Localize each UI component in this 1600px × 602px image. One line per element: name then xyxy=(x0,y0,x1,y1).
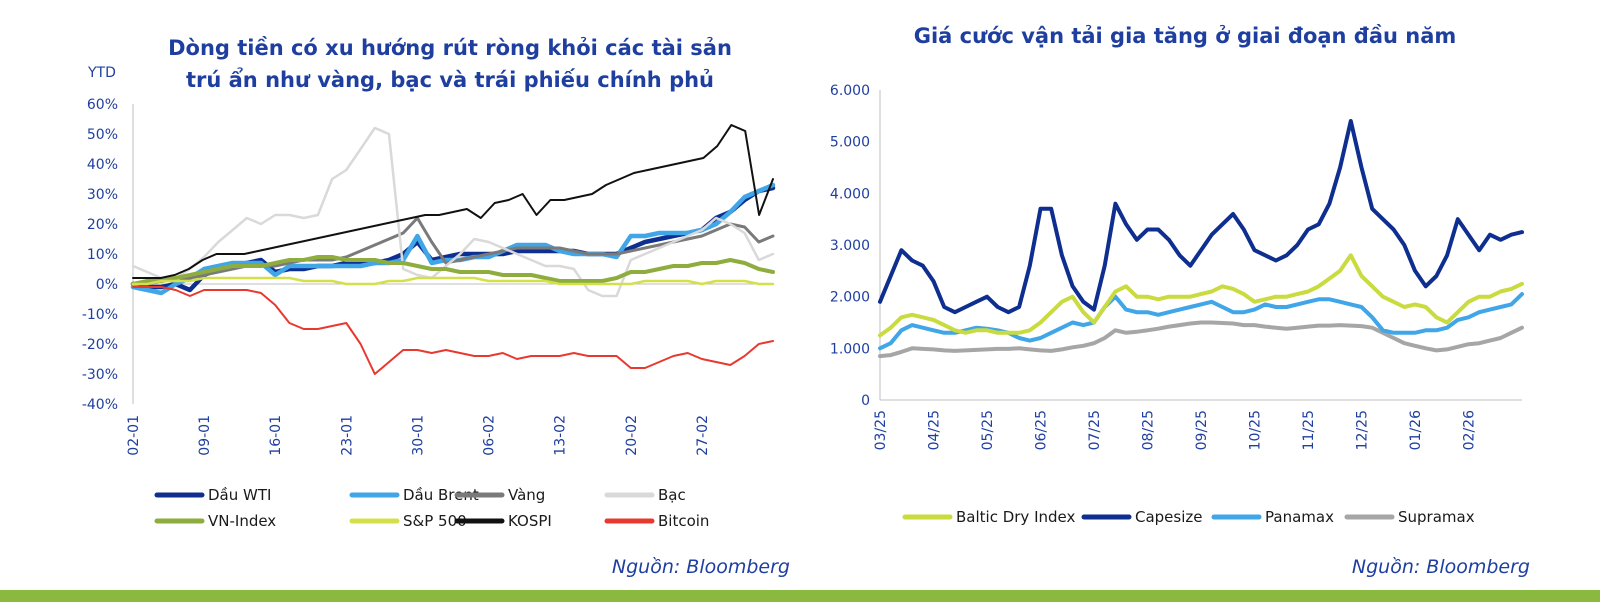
legend-label: Vàng xyxy=(508,486,545,504)
chart-title: Dòng tiền có xu hướng rút ròng khỏi các … xyxy=(168,36,732,60)
x-tick-label: 16-01 xyxy=(268,415,284,456)
x-tick-label: 04/25 xyxy=(927,410,943,450)
x-tick-label: 27-02 xyxy=(695,415,711,456)
legend-label: Baltic Dry Index xyxy=(956,508,1075,526)
x-tick-label: 06-02 xyxy=(482,415,498,456)
chart-title: Giá cước vận tải gia tăng ở giai đoạn đầ… xyxy=(914,24,1457,48)
series-line-kospi xyxy=(132,124,774,279)
x-tick-label: 02/26 xyxy=(1462,410,1478,450)
x-tick-label: 23-01 xyxy=(339,415,355,456)
x-tick-label: 01/26 xyxy=(1408,410,1424,450)
series-line-supramax xyxy=(878,320,1524,359)
y-tick-label: -30% xyxy=(82,367,118,383)
y-tick-label: 5.000 xyxy=(830,135,870,151)
y-tick-label: 50% xyxy=(87,127,118,143)
x-tick-label: 05/25 xyxy=(980,410,996,450)
y-tick-label: -10% xyxy=(82,307,118,323)
source-note: Nguồn: Bloomberg xyxy=(612,556,790,578)
legend-label: Supramax xyxy=(1398,508,1475,526)
y-tick-label: 4.000 xyxy=(830,186,870,202)
x-tick-label: 02-01 xyxy=(126,415,142,456)
legend-label: Panamax xyxy=(1265,508,1334,526)
x-tick-label: 20-02 xyxy=(624,415,640,456)
series-line-b-c xyxy=(131,126,775,298)
legend-label: VN-Index xyxy=(208,512,276,530)
chart-title: trú ẩn như vàng, bạc và trái phiếu chính… xyxy=(186,67,714,92)
legend-label: Dầu WTI xyxy=(208,486,271,504)
legend-label: Dầu Brent xyxy=(403,486,479,504)
y-tick-label: -40% xyxy=(82,397,118,413)
series-line-v-ng xyxy=(131,216,775,286)
x-tick-label: 12/25 xyxy=(1355,410,1371,450)
x-tick-label: 11/25 xyxy=(1301,410,1317,450)
y-tick-label: 40% xyxy=(87,157,118,173)
x-tick-label: 10/25 xyxy=(1248,410,1264,450)
x-tick-label: 07/25 xyxy=(1087,410,1103,450)
y-tick-label: 30% xyxy=(87,187,118,203)
series-line-d-u-wti xyxy=(130,185,776,293)
footer-bar xyxy=(0,590,1600,602)
y-tick-label: 10% xyxy=(87,247,118,263)
y-tick-label: 20% xyxy=(87,217,118,233)
y-tick-label: -20% xyxy=(82,337,118,353)
y-tick-label: 2.000 xyxy=(830,290,870,306)
series-line-bitcoin xyxy=(132,286,774,375)
source-note: Nguồn: Bloomberg xyxy=(1352,556,1530,578)
series-line-s-p-500 xyxy=(131,276,775,286)
y-tick-label: 1.000 xyxy=(830,341,870,357)
y-tick-label: 60% xyxy=(87,97,118,113)
y-tick-label: 6.000 xyxy=(830,83,870,99)
x-tick-label: 06/25 xyxy=(1034,410,1050,450)
legend-label: Bạc xyxy=(658,486,686,504)
x-tick-label: 08/25 xyxy=(1141,410,1157,450)
legend-label: S&P 500 xyxy=(403,512,467,530)
chart-1: Dòng tiền có xu hướng rút ròng khỏi các … xyxy=(82,36,790,578)
y-tick-label: 0% xyxy=(96,277,118,293)
x-tick-label: 30-01 xyxy=(410,415,426,456)
x-tick-label: 03/25 xyxy=(873,410,889,450)
legend-label: Capesize xyxy=(1135,508,1203,526)
series-line-vn-index xyxy=(131,255,775,286)
x-tick-label: 09-01 xyxy=(197,415,213,456)
y-tick-label: 3.000 xyxy=(830,238,870,254)
legend-label: Bitcoin xyxy=(658,512,709,530)
y-tick-label: 0 xyxy=(861,393,870,409)
x-tick-label: 09/25 xyxy=(1194,410,1210,450)
series-line-capesize xyxy=(878,119,1524,315)
y-axis-unit-label: YTD xyxy=(87,65,116,81)
chart-2: Giá cước vận tải gia tăng ở giai đoạn đầ… xyxy=(830,24,1530,578)
series-line-baltic-dry-index xyxy=(878,253,1524,338)
legend-label: KOSPI xyxy=(508,512,552,530)
x-tick-label: 13-02 xyxy=(553,415,569,456)
